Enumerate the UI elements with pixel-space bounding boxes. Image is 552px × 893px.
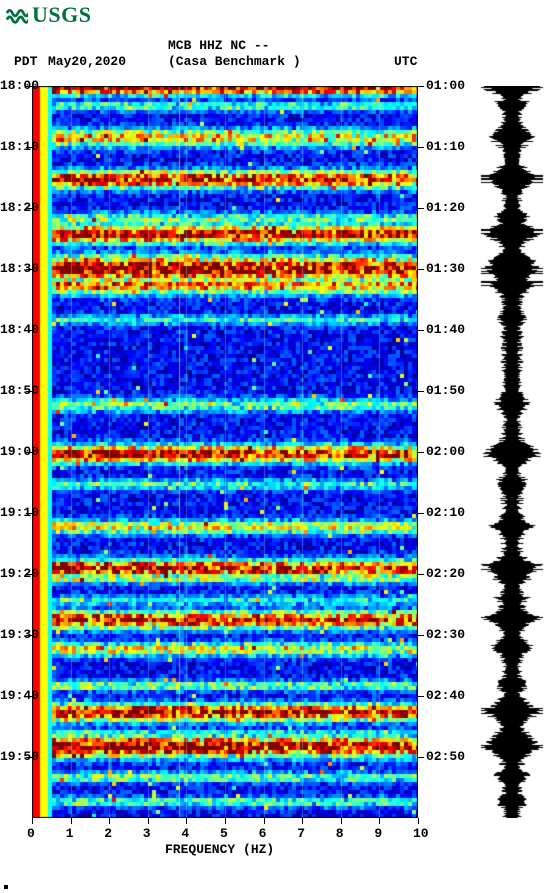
tick-mark	[379, 818, 380, 824]
tick-mark	[225, 818, 226, 824]
tick-mark	[341, 818, 342, 824]
right-time-label: 02:30	[426, 627, 465, 642]
tick-mark	[264, 818, 265, 824]
left-time-label: 19:10	[0, 505, 24, 520]
tick-mark	[71, 818, 72, 824]
left-time-label: 18:40	[0, 322, 24, 337]
tick-mark	[26, 757, 32, 758]
right-time-label: 02:40	[426, 688, 465, 703]
right-time-label: 02:50	[426, 749, 465, 764]
tick-mark	[26, 513, 32, 514]
left-time-label: 19:40	[0, 688, 24, 703]
right-time-label: 01:00	[426, 78, 465, 93]
tick-mark	[26, 269, 32, 270]
right-time-label: 02:20	[426, 566, 465, 581]
tick-mark	[418, 269, 424, 270]
right-time-label: 01:50	[426, 383, 465, 398]
tick-mark	[418, 818, 419, 824]
tick-mark	[418, 696, 424, 697]
tick-mark	[418, 574, 424, 575]
tick-mark	[418, 635, 424, 636]
tick-mark	[186, 818, 187, 824]
seismogram-canvas	[480, 86, 544, 818]
tick-mark	[109, 818, 110, 824]
right-time-label: 02:00	[426, 444, 465, 459]
left-time-label: 19:00	[0, 444, 24, 459]
tick-mark	[302, 818, 303, 824]
tick-mark	[26, 208, 32, 209]
freq-tick-label: 5	[220, 826, 228, 841]
usgs-wave-icon	[6, 4, 28, 26]
usgs-logo: USGS	[6, 2, 91, 28]
right-tz-label: UTC	[394, 54, 417, 69]
right-time-label: 01:20	[426, 200, 465, 215]
tick-mark	[418, 391, 424, 392]
tick-mark	[26, 147, 32, 148]
freq-tick-label: 8	[336, 826, 344, 841]
station-id-line: MCB HHZ NC --	[168, 38, 269, 53]
left-time-label: 18:00	[0, 78, 24, 93]
tick-mark	[32, 818, 33, 824]
date-label: May20,2020	[48, 54, 126, 69]
left-time-label: 18:20	[0, 200, 24, 215]
tick-mark	[418, 513, 424, 514]
freq-tick-label: 1	[66, 826, 74, 841]
left-time-label: 18:50	[0, 383, 24, 398]
tick-mark	[26, 452, 32, 453]
tick-mark	[418, 452, 424, 453]
left-tz-label: PDT	[14, 54, 37, 69]
freq-tick-label: 3	[143, 826, 151, 841]
tick-mark	[148, 818, 149, 824]
left-time-label: 19:30	[0, 627, 24, 642]
right-time-label: 01:10	[426, 139, 465, 154]
tick-mark	[26, 86, 32, 87]
right-time-label: 01:30	[426, 261, 465, 276]
freq-tick-label: 10	[413, 826, 429, 841]
tick-mark	[418, 147, 424, 148]
usgs-logo-text: USGS	[32, 2, 91, 28]
left-time-label: 19:50	[0, 749, 24, 764]
station-name-line: (Casa Benchmark )	[168, 54, 301, 69]
corner-dot	[4, 885, 8, 889]
freq-tick-label: 0	[27, 826, 35, 841]
right-time-label: 02:10	[426, 505, 465, 520]
tick-mark	[26, 635, 32, 636]
tick-mark	[418, 86, 424, 87]
tick-mark	[418, 330, 424, 331]
left-time-label: 18:30	[0, 261, 24, 276]
left-time-label: 18:10	[0, 139, 24, 154]
spectrogram-canvas	[32, 86, 418, 818]
tick-mark	[418, 208, 424, 209]
freq-tick-label: 4	[181, 826, 189, 841]
tick-mark	[26, 330, 32, 331]
right-time-label: 01:40	[426, 322, 465, 337]
tick-mark	[26, 696, 32, 697]
freq-tick-label: 7	[297, 826, 305, 841]
freq-tick-label: 6	[259, 826, 267, 841]
tick-mark	[26, 391, 32, 392]
tick-mark	[418, 757, 424, 758]
tick-mark	[26, 574, 32, 575]
frequency-axis-title: FREQUENCY (HZ)	[165, 842, 274, 857]
left-time-label: 19:20	[0, 566, 24, 581]
freq-tick-label: 2	[104, 826, 112, 841]
freq-tick-label: 9	[374, 826, 382, 841]
